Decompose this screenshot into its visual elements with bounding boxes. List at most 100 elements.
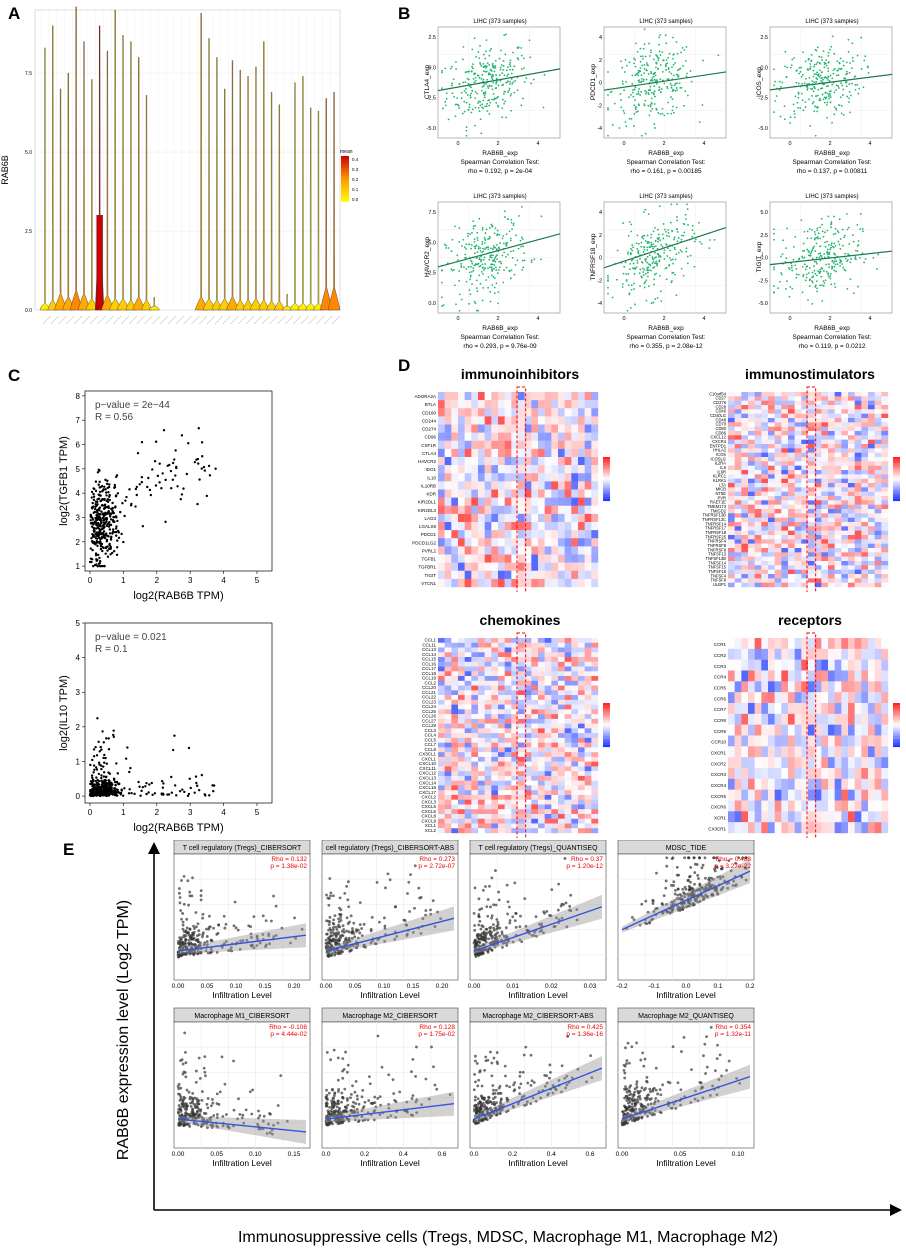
heatmap-cell bbox=[591, 676, 599, 682]
scatter-b-point bbox=[800, 92, 803, 95]
scatter-c-point bbox=[99, 547, 103, 551]
heatmap-cell bbox=[478, 647, 485, 653]
scatter-b-x-tick: 0 bbox=[788, 141, 791, 147]
scatter-b-point bbox=[817, 270, 820, 273]
scatter-b-point bbox=[487, 248, 490, 251]
heatmap-cell bbox=[571, 538, 579, 547]
scatter-b-point bbox=[678, 82, 681, 85]
heatmap-cell bbox=[478, 400, 485, 409]
heatmap-cell bbox=[808, 491, 815, 497]
scatter-b-point bbox=[812, 75, 815, 78]
heatmap-cell bbox=[504, 408, 512, 417]
heatmap-cell bbox=[808, 457, 815, 462]
scatter-b-point bbox=[671, 109, 674, 112]
scatter-c-point bbox=[107, 511, 111, 515]
heatmap-cell bbox=[788, 483, 795, 488]
heatmap-cell bbox=[828, 561, 835, 566]
heatmap-cell bbox=[438, 709, 445, 715]
heatmap-cell bbox=[524, 522, 532, 531]
heatmap-cell bbox=[458, 440, 465, 450]
heatmap-cell bbox=[801, 526, 809, 531]
scatter-b-point bbox=[816, 110, 819, 113]
scatter-b-point bbox=[823, 96, 826, 99]
scatter-b-point bbox=[867, 71, 870, 74]
heatmap-cell bbox=[458, 685, 465, 691]
heatmap-cell bbox=[841, 543, 849, 549]
scatter-b-point bbox=[640, 134, 643, 137]
heatmap-cell bbox=[788, 444, 795, 449]
heatmap-cell bbox=[498, 638, 505, 643]
heatmap-cell bbox=[768, 465, 775, 471]
scatter-b-point bbox=[680, 86, 683, 89]
scatter-b-point bbox=[804, 101, 807, 103]
scatter-b-point bbox=[790, 266, 793, 269]
scatter-b-point bbox=[441, 71, 443, 74]
heatmap-cell bbox=[591, 440, 599, 450]
heatmap-cell bbox=[768, 569, 775, 575]
heatmap-cell bbox=[471, 680, 479, 686]
scatter-c-point bbox=[170, 775, 173, 779]
scatter-c-point bbox=[170, 487, 173, 490]
scatter-b-point bbox=[830, 242, 833, 245]
heatmap-cell bbox=[444, 699, 452, 705]
scatter-c-point bbox=[106, 479, 109, 483]
heatmap-cell bbox=[774, 457, 782, 462]
scatter-b-point bbox=[495, 269, 498, 271]
heatmap-cell bbox=[544, 695, 552, 701]
scatter-b-point bbox=[540, 258, 543, 261]
scatter-b-point bbox=[482, 247, 484, 250]
heatmap-cell bbox=[491, 530, 499, 539]
heatmap-cell bbox=[571, 416, 579, 425]
heatmap-cell bbox=[768, 392, 775, 397]
scatter-b-point bbox=[490, 70, 493, 72]
scatter-b-point bbox=[609, 91, 612, 94]
heatmap-cell bbox=[551, 695, 559, 701]
heatmap-cell bbox=[584, 465, 592, 474]
heatmap-cell bbox=[794, 457, 802, 462]
scatter-b-point bbox=[822, 280, 825, 283]
scatter-b-point bbox=[636, 261, 639, 264]
scatter-b-point bbox=[627, 284, 630, 287]
heatmap-cell bbox=[491, 522, 499, 531]
scatter-c-point bbox=[98, 530, 101, 534]
heatmap-cell bbox=[584, 473, 592, 482]
heatmap-cell bbox=[524, 699, 532, 705]
scatter-plot-b: LIHC (373 samples)420-2-40 2 4TNFRSF18_exp… bbox=[590, 194, 727, 350]
heatmap-cell bbox=[484, 652, 492, 658]
heatmap-cell bbox=[438, 666, 445, 672]
heatmap-cell bbox=[761, 422, 769, 427]
scatter-b-point bbox=[829, 277, 832, 280]
scatter-b-point bbox=[686, 203, 688, 206]
scatter-b-point bbox=[805, 276, 808, 279]
heatmap-cell bbox=[728, 418, 735, 423]
heatmap-cell bbox=[578, 680, 585, 686]
heatmap-cell bbox=[584, 481, 592, 490]
heatmap-cell bbox=[591, 657, 599, 662]
heatmap-cell bbox=[734, 487, 742, 492]
scatter-b-point bbox=[828, 275, 830, 278]
heatmap-cell bbox=[571, 570, 579, 580]
heatmap-cell bbox=[458, 432, 465, 441]
violin-x-label-mark bbox=[199, 315, 208, 325]
scatter-b-point bbox=[489, 247, 492, 250]
heatmap-cell bbox=[491, 709, 499, 715]
scatter-c-point bbox=[208, 474, 212, 477]
scatter-b-point bbox=[518, 215, 520, 217]
scatter-b-point bbox=[658, 255, 660, 258]
scatter-b-point bbox=[670, 112, 673, 115]
heatmap-cell bbox=[728, 439, 735, 445]
heatmap-cell bbox=[754, 513, 762, 518]
heatmap-cell bbox=[498, 666, 505, 672]
scatter-b-y-label: HAVCR2_exp bbox=[424, 237, 431, 277]
heatmap-cell bbox=[781, 582, 789, 588]
scatter-b-point bbox=[628, 117, 631, 120]
heatmap-cell bbox=[558, 695, 565, 701]
heatmap-row-label: C10orf54 bbox=[709, 391, 727, 396]
heatmap-cell bbox=[451, 671, 459, 677]
scatter-b-point bbox=[820, 255, 823, 258]
scatter-c-point bbox=[212, 789, 215, 793]
heatmap-cell bbox=[518, 448, 525, 458]
scatter-b-point bbox=[841, 94, 844, 96]
heatmap-cell bbox=[551, 685, 559, 691]
heatmap-cell bbox=[881, 444, 889, 449]
